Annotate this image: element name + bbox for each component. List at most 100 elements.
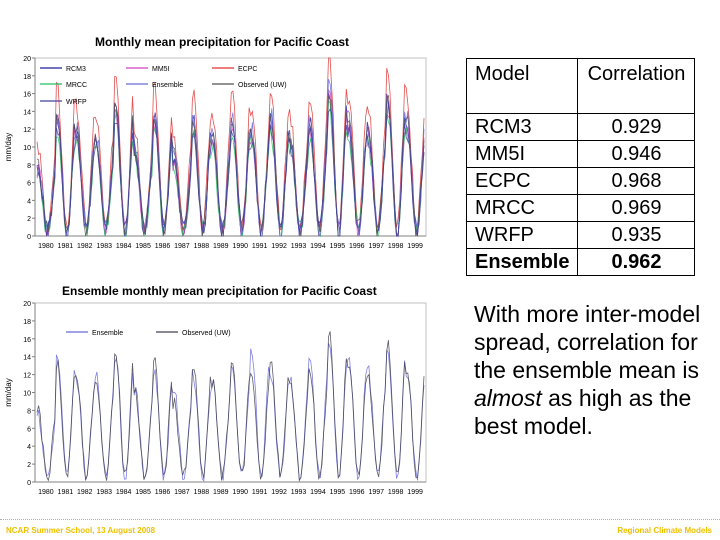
top-chart-legend-label: MM5I (152, 66, 170, 73)
bottom-chart-ytick-label: 0 (27, 480, 31, 487)
bottom-chart-xtick-label: 1993 (291, 489, 307, 496)
bottom-chart-xtick-label: 1987 (174, 489, 190, 496)
top-chart-xtick-label: 1989 (213, 243, 229, 250)
top-chart-xtick-label: 1998 (388, 243, 404, 250)
bottom-chart-xtick-label: 1998 (388, 489, 404, 496)
top-chart-xtick-label: 1982 (77, 243, 93, 250)
row-model: ECPC (465, 167, 579, 195)
bottom-chart-ytick-label: 14 (23, 355, 31, 362)
bottom-chart-xtick-label: 1983 (96, 489, 112, 496)
row-correlation: 0.962 (577, 248, 696, 276)
top-chart-xtick-label: 1987 (174, 243, 190, 250)
top-chart-ytick-label: 18 (23, 74, 31, 81)
top-chart-ytick-label: 8 (27, 163, 31, 170)
bottom-chart-ytick-label: 6 (27, 426, 31, 433)
row-model: MRCC (465, 194, 579, 222)
top-chart-series-ecpc (36, 57, 425, 237)
top-chart-xtick-label: 1995 (330, 243, 346, 250)
bottom-chart-legend-label: Observed (UW) (182, 330, 231, 337)
bottom-chart-xtick-label: 1995 (330, 489, 346, 496)
top-chart-legend-label: Ensemble (152, 82, 183, 89)
header-model: Model (465, 58, 579, 114)
top-chart-xtick-label: 1993 (291, 243, 307, 250)
row-model: RCM3 (465, 113, 579, 141)
bottom-chart-xtick-label: 1980 (38, 489, 54, 496)
top-chart-xtick-label: 1983 (96, 243, 112, 250)
bottom-chart-xtick-label: 1984 (116, 489, 132, 496)
top-chart-xtick-label: 1985 (135, 243, 151, 250)
top-chart-ytick-label: 0 (27, 234, 31, 241)
bottom-chart-y-axis-label: mm/day (4, 378, 13, 406)
row-correlation: 0.969 (577, 194, 696, 222)
top-chart-legend-label: Observed (UW) (238, 82, 287, 89)
bottom-chart-ytick-label: 12 (23, 373, 31, 380)
table-row-ensemble: Ensemble 0.962 (465, 248, 696, 276)
bottom-chart-ytick-label: 4 (27, 444, 31, 451)
footer-left: NCAR Summer School, 13 August 2008 (6, 526, 156, 535)
top-chart-xtick-label: 1994 (310, 243, 326, 250)
top-chart-ytick-label: 12 (23, 127, 31, 134)
top-chart-legend-label: ECPC (238, 66, 257, 73)
bottom-chart-ytick-label: 20 (23, 301, 31, 308)
top-chart-ytick-label: 2 (27, 216, 31, 223)
bottom-chart-legend-label: Ensemble (92, 330, 123, 337)
top-chart-xtick-label: 1999 (407, 243, 423, 250)
top-chart-xtick-label: 1984 (116, 243, 132, 250)
top-chart-ytick-label: 6 (27, 181, 31, 188)
bottom-chart-ytick-label: 10 (23, 391, 31, 398)
bottom-chart-ytick-label: 18 (23, 319, 31, 326)
bottom-chart-xtick-label: 1988 (194, 489, 210, 496)
top-chart-xtick-label: 1990 (232, 243, 248, 250)
remark-text: With more inter-model spread, correlatio… (474, 300, 714, 440)
table-row: RCM3 0.929 (465, 113, 696, 141)
bottom-chart-xtick-label: 1996 (349, 489, 365, 496)
header-correlation: Correlation (577, 58, 696, 114)
top-chart-series-ensemble (36, 78, 425, 238)
top-chart-xtick-label: 1996 (349, 243, 365, 250)
bottom-chart-xtick-label: 1992 (271, 489, 287, 496)
bottom-chart-xtick-label: 1991 (252, 489, 268, 496)
bottom-chart-ytick-label: 2 (27, 462, 31, 469)
top-chart-ytick-label: 10 (23, 145, 31, 152)
bottom-chart-xtick-label: 1986 (155, 489, 171, 496)
top-chart-ytick-label: 20 (23, 56, 31, 63)
bottom-chart-xtick-label: 1985 (135, 489, 151, 496)
table-header-row: Model Correlation (465, 58, 696, 114)
top-chart-xtick-label: 1986 (155, 243, 171, 250)
row-model: Ensemble (465, 248, 579, 276)
top-chart-xtick-label: 1981 (58, 243, 74, 250)
top-chart-legend-label: WRFP (66, 99, 87, 106)
bottom-chart-xtick-label: 1994 (310, 489, 326, 496)
bottom-chart-title: Ensemble monthly mean precipitation for … (62, 284, 377, 298)
bottom-chart-xtick-label: 1982 (77, 489, 93, 496)
table-row: WRFP 0.935 (465, 221, 696, 249)
top-chart-ytick-label: 4 (27, 198, 31, 205)
table-row: MM5I 0.946 (465, 140, 696, 168)
top-chart-title: Monthly mean precipitation for Pacific C… (95, 35, 350, 49)
bottom-chart-ytick-label: 16 (23, 337, 31, 344)
top-chart-ytick-label: 16 (23, 92, 31, 99)
bottom-chart-xtick-label: 1990 (232, 489, 248, 496)
row-correlation: 0.968 (577, 167, 696, 195)
top-chart-legend-label: RCM3 (66, 66, 86, 73)
bottom-chart-plot-area (34, 302, 427, 483)
top-chart-xtick-label: 1992 (271, 243, 287, 250)
remark-part-1: With more inter-model spread, correlatio… (474, 301, 701, 383)
table-row: MRCC 0.969 (465, 194, 696, 222)
row-model: WRFP (465, 221, 579, 249)
remark-part-2: as high as the best model. (474, 385, 692, 439)
row-correlation: 0.935 (577, 221, 696, 249)
bottom-chart-series-observed-uw (36, 331, 425, 482)
top-chart-ytick-label: 14 (23, 109, 31, 116)
top-chart-series-wrfp (36, 102, 425, 237)
remark-emphasis: almost (474, 385, 542, 411)
bottom-chart-ytick-label: 8 (27, 408, 31, 415)
table-row: ECPC 0.968 (465, 167, 696, 195)
top-chart-xtick-label: 1997 (368, 243, 384, 250)
bottom-chart-xtick-label: 1999 (407, 489, 423, 496)
top-chart-xtick-label: 1991 (252, 243, 268, 250)
top-chart-legend-label: MRCC (66, 82, 87, 89)
bottom-chart-xtick-label: 1997 (368, 489, 384, 496)
row-model: MM5I (465, 140, 579, 168)
